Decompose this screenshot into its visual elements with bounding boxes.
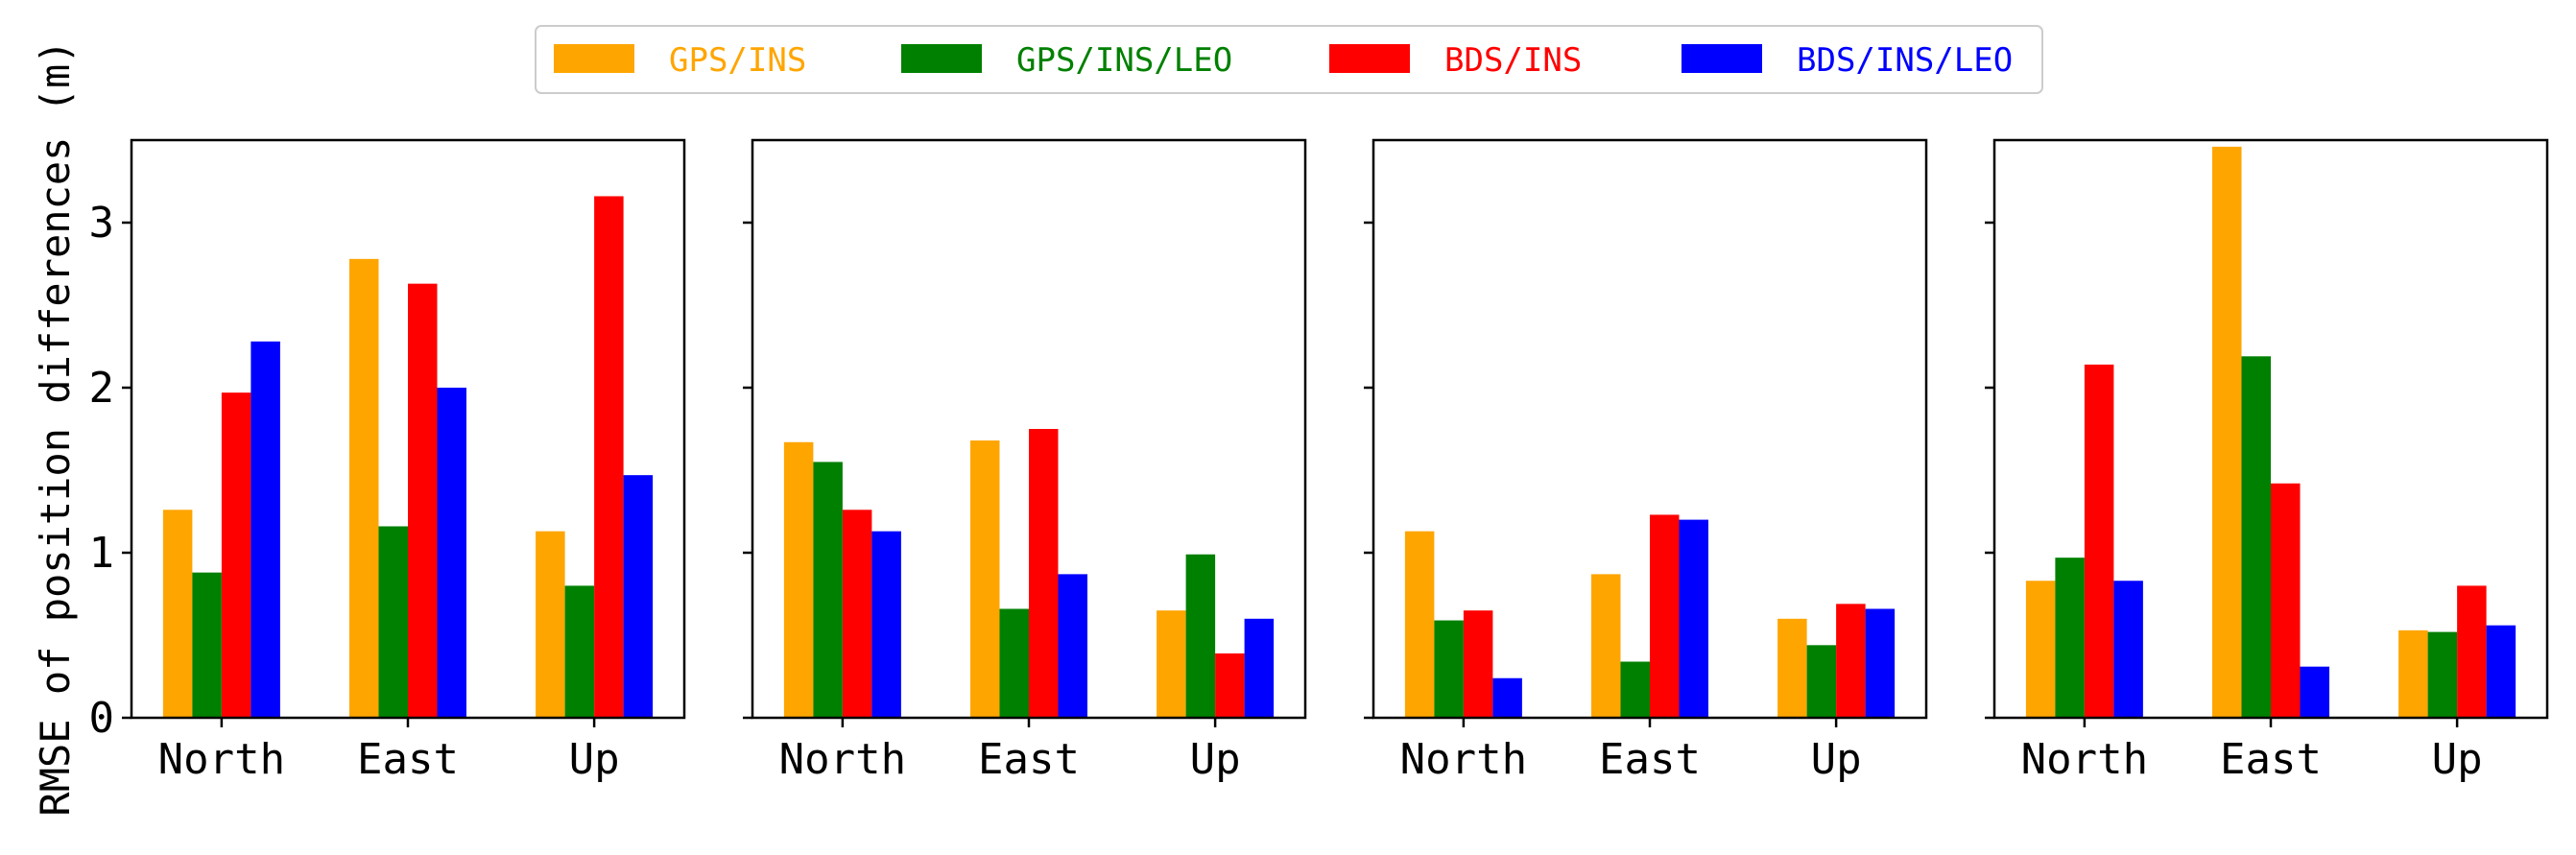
legend-label: BDS/INS — [1444, 41, 1582, 80]
bar — [1463, 610, 1493, 718]
bar — [594, 196, 624, 719]
bar — [162, 510, 193, 718]
bar — [408, 283, 438, 718]
x-tick-label: Up — [1811, 735, 1862, 784]
bar — [2084, 364, 2114, 718]
panel-1: 0 1 2 3 North East Up — [89, 138, 686, 784]
bar — [871, 531, 901, 718]
bar — [1404, 531, 1435, 718]
bar — [813, 462, 843, 718]
bar — [999, 608, 1029, 718]
x-tick-label: Up — [569, 735, 620, 784]
panel-3: North East Up — [1364, 138, 1928, 784]
legend-item: BDS/INS/LEO — [1682, 41, 2013, 80]
y-tick-label: 0 — [89, 694, 115, 743]
bar — [1620, 661, 1650, 718]
bar — [1185, 554, 1216, 718]
bar — [2025, 581, 2056, 718]
bar — [1591, 574, 1621, 718]
y-tick-label: 1 — [89, 529, 115, 578]
y-tick-label: 2 — [89, 364, 115, 413]
x-tick-label: North — [158, 735, 285, 784]
bar — [623, 475, 654, 718]
bar — [1806, 645, 1837, 718]
legend-item: BDS/INS — [1329, 41, 1582, 80]
x-tick-label: East — [357, 735, 459, 784]
legend: GPS/INS GPS/INS/LEO BDS/INS BDS/INS/LEO — [535, 25, 2043, 94]
legend-item: GPS/INS/LEO — [901, 41, 1232, 80]
bar — [1865, 608, 1896, 718]
bar — [1157, 610, 1186, 718]
bar — [2113, 581, 2143, 718]
legend-label: GPS/INS/LEO — [1016, 41, 1232, 80]
x-tick-label: Up — [2432, 735, 2483, 784]
bar — [349, 258, 379, 718]
legend-swatch — [901, 44, 982, 73]
bar — [1836, 604, 1866, 718]
y-tick-label: 3 — [89, 199, 115, 248]
bar — [1215, 653, 1245, 718]
legend-swatch — [1329, 44, 1410, 73]
bar — [2212, 146, 2242, 718]
bar — [2241, 356, 2271, 718]
bar — [536, 531, 565, 718]
bar — [564, 585, 595, 718]
x-tick-label: East — [2220, 735, 2322, 784]
bar — [1492, 677, 1522, 718]
bar — [970, 440, 1000, 718]
legend-label: GPS/INS — [669, 41, 806, 80]
bar — [1777, 618, 1807, 718]
legend-swatch — [554, 44, 634, 73]
legend-swatch — [1682, 44, 1762, 73]
bar — [437, 388, 466, 718]
x-tick-label: East — [1599, 735, 1701, 784]
bar — [2457, 585, 2487, 718]
bar — [192, 572, 222, 718]
bar — [378, 526, 408, 718]
bar — [2300, 666, 2329, 718]
x-tick-label: East — [978, 735, 1080, 784]
panel-2: North East Up — [743, 138, 1307, 784]
panel-4: North East Up — [1985, 138, 2549, 784]
bar — [2486, 625, 2516, 718]
bar — [783, 441, 814, 718]
bar — [1244, 618, 1275, 718]
bar — [1029, 429, 1059, 718]
x-tick-label: North — [1400, 735, 1527, 784]
x-tick-label: Up — [1190, 735, 1241, 784]
legend-item: GPS/INS — [554, 41, 806, 80]
bar — [2427, 631, 2458, 718]
x-tick-label: North — [779, 735, 906, 784]
bar — [1434, 620, 1464, 718]
bar — [2398, 629, 2428, 718]
bar — [2055, 558, 2085, 718]
bar — [842, 510, 872, 718]
bar — [221, 392, 251, 718]
y-axis-label: RMSE of position differences (m) — [32, 39, 79, 816]
legend-label: BDS/INS/LEO — [1797, 41, 2013, 80]
bar — [250, 341, 280, 718]
x-tick-label: North — [2021, 735, 2148, 784]
bar — [1058, 574, 1087, 718]
bar — [2271, 483, 2301, 718]
legend-frame — [535, 25, 2043, 94]
bar — [1650, 514, 1680, 718]
bar — [1679, 519, 1708, 718]
